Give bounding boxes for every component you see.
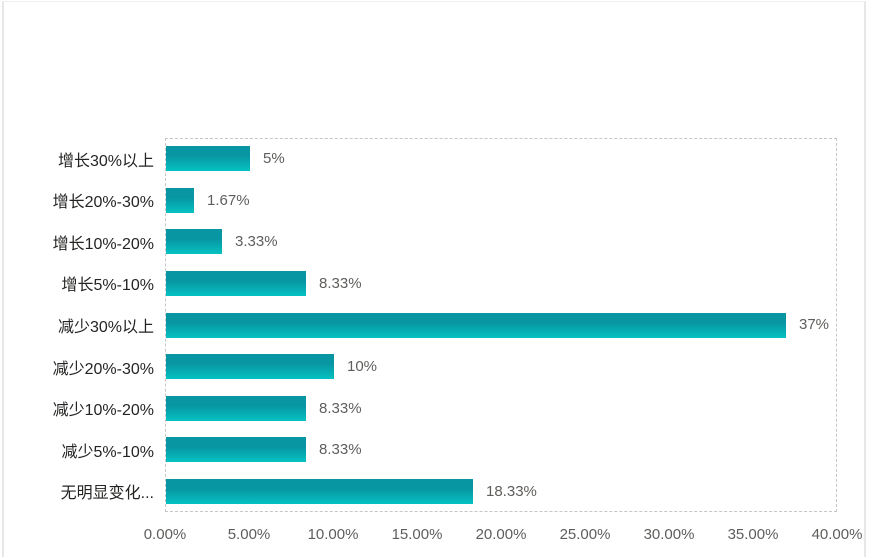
bar[interactable] [166, 395, 306, 421]
category-label: 增长10%-20% [52, 235, 154, 253]
bar[interactable] [166, 270, 306, 296]
value-label: 8.33% [319, 441, 362, 459]
bar[interactable] [166, 312, 786, 338]
bar[interactable] [166, 354, 334, 380]
bar[interactable] [166, 187, 194, 213]
bar[interactable] [166, 478, 473, 504]
x-tick-label: 5.00% [227, 526, 271, 543]
x-tick-label: 15.00% [391, 526, 443, 543]
category-label: 减少10%-20% [52, 402, 154, 420]
bar[interactable] [166, 229, 222, 255]
category-label: 无明显变化... [60, 485, 154, 503]
bar[interactable] [166, 437, 306, 463]
x-tick-label: 20.00% [475, 526, 527, 543]
x-tick-label: 0.00% [143, 526, 187, 543]
value-label: 18.33% [486, 482, 537, 500]
value-label: 8.33% [319, 274, 362, 292]
category-label: 增长20%-30% [52, 194, 154, 212]
value-label: 1.67% [207, 191, 250, 209]
value-label: 10% [347, 358, 378, 376]
value-label: 3.33% [235, 233, 278, 251]
category-label: 减少5%-10% [61, 443, 154, 461]
category-label: 减少20%-30% [52, 360, 154, 378]
value-label: 37% [799, 316, 830, 334]
category-label: 增长30%以上 [57, 152, 154, 170]
value-label: 5% [263, 150, 285, 168]
plot-area [165, 138, 837, 512]
x-tick-label: 35.00% [727, 526, 779, 543]
x-tick-label: 30.00% [643, 526, 695, 543]
x-tick-label: 40.00% [811, 526, 863, 543]
x-tick-label: 10.00% [307, 526, 359, 543]
bar[interactable] [166, 146, 250, 172]
category-label: 减少30%以上 [57, 318, 154, 336]
category-label: 增长5%-10% [61, 277, 154, 295]
value-label: 8.33% [319, 399, 362, 417]
x-tick-label: 25.00% [559, 526, 611, 543]
